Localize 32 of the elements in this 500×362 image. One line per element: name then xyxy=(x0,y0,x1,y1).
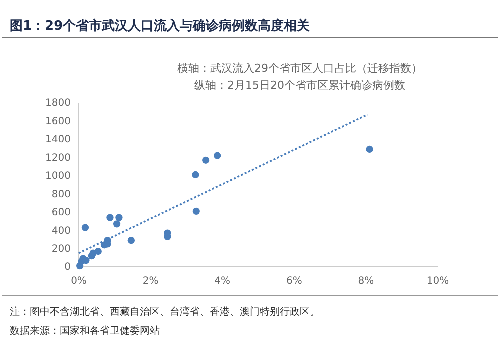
point xyxy=(192,171,200,179)
y-tick-label: 800 xyxy=(52,189,71,200)
point xyxy=(214,152,222,160)
x-tick-label: 8% xyxy=(358,276,374,288)
y-tick-label: 1400 xyxy=(46,134,71,146)
text: 注：图中不含湖北省、西藏自治区、台湾省、香港、澳门特别行政区。 xyxy=(10,306,320,318)
x-tick-label: 2% xyxy=(142,276,159,288)
y-tick-label: 1600 xyxy=(46,116,71,128)
point xyxy=(116,214,123,222)
point xyxy=(366,146,374,154)
point xyxy=(82,224,90,232)
point xyxy=(106,214,114,222)
point xyxy=(128,237,135,244)
y-tick-label: 400 xyxy=(52,226,71,237)
y-tick-label: 1000 xyxy=(46,171,71,182)
point xyxy=(113,220,121,228)
y-tick-label: 0 xyxy=(64,262,71,274)
chart-title: 图1：29个省市武汉人口流入与确诊病例数高度相关 xyxy=(10,18,312,34)
x-axis-title: 横轴：武汉流入29个省市区人口占比（迁移指数） xyxy=(178,62,422,75)
x-tick-label: 6% xyxy=(286,276,302,288)
x-tick-label: 0% xyxy=(71,276,87,288)
point xyxy=(202,156,210,164)
y-tick-label: 1200 xyxy=(46,152,71,164)
y-tick-label: 200 xyxy=(52,244,71,255)
point xyxy=(192,208,200,215)
x-tick-label: 4% xyxy=(214,276,231,288)
x-tick-label: 10% xyxy=(426,276,450,288)
y-tick-label: 1800 xyxy=(46,98,71,110)
point xyxy=(94,248,102,256)
y-axis-title: 纵轴：2月15日20个省市区累计确诊病例数 xyxy=(194,79,406,92)
source-note: 数据来源：国家和各省卫健委网站 xyxy=(10,325,160,337)
y-tick-label: 600 xyxy=(52,208,71,219)
